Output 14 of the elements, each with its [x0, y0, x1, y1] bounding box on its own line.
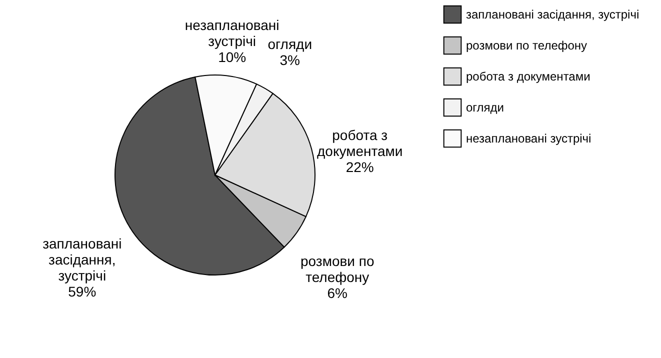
- legend-label: робота з документами: [466, 70, 590, 84]
- legend-label: заплановані засідання, зустрічі: [466, 8, 640, 22]
- data-label: 59%: [68, 284, 96, 300]
- slice-label: огляди: [268, 36, 312, 52]
- slice-label: робота з документами: [316, 127, 403, 160]
- data-label: 10%: [218, 48, 246, 65]
- legend-label: огляди: [466, 100, 504, 114]
- legend-label: незаплановані зустрічі: [466, 132, 592, 146]
- slice-label: розмови по телефону: [300, 252, 374, 285]
- data-label: 22%: [346, 159, 374, 176]
- data-label: 3%: [280, 52, 300, 68]
- data-label: 6%: [327, 284, 348, 301]
- slice-label: заплановані засідання, зустрічі: [42, 236, 122, 284]
- legend-label: розмови по телефону: [466, 38, 588, 52]
